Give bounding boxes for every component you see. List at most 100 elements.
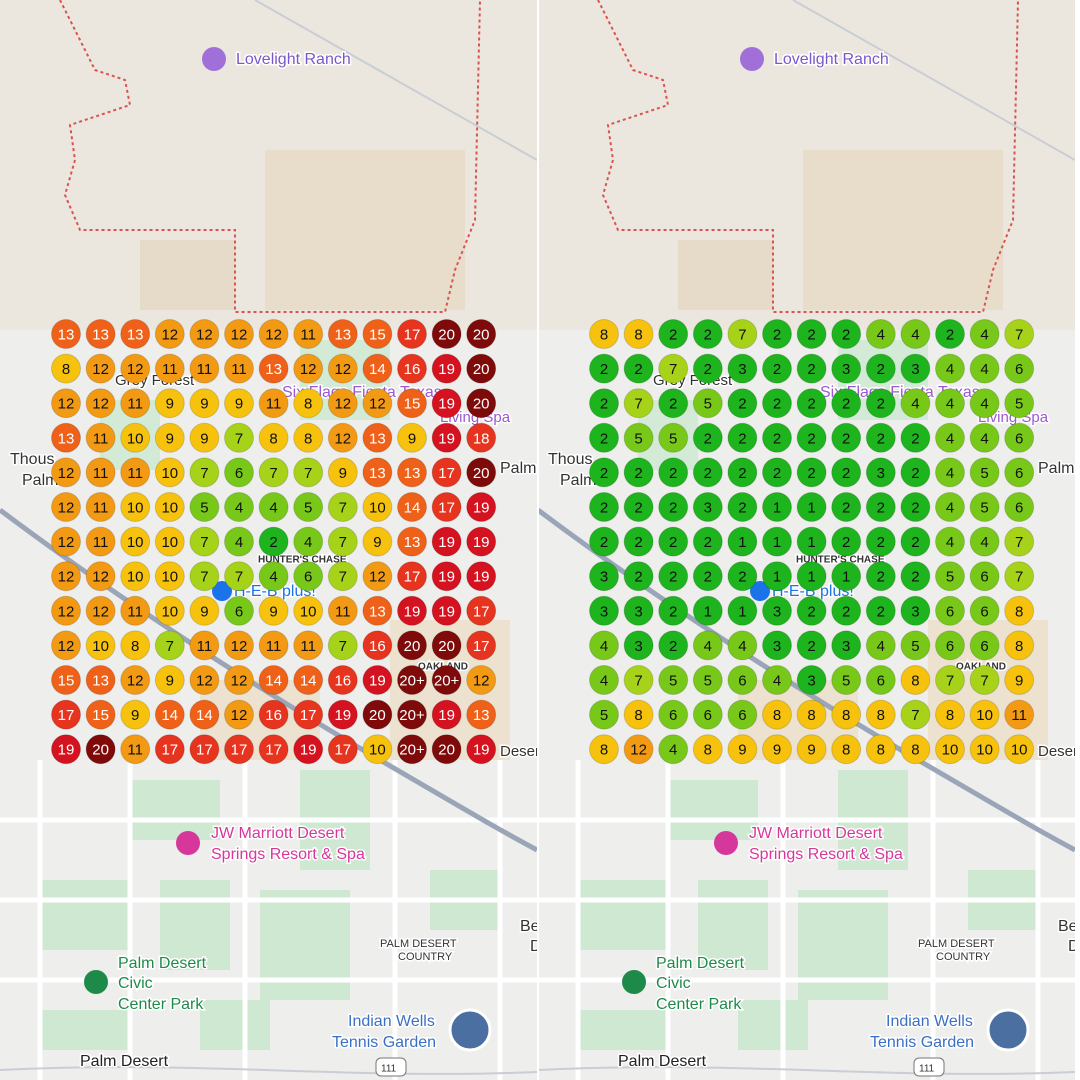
- rank-marker: [692, 561, 723, 592]
- rank-label: 2: [600, 500, 608, 517]
- rank-label: 12: [196, 327, 213, 344]
- rank-marker: [969, 699, 1000, 730]
- rank-label: 20: [92, 742, 109, 759]
- rank-label: 17: [438, 465, 455, 482]
- rank-marker: [154, 388, 185, 419]
- rank-label: 7: [339, 638, 347, 655]
- rank-label: 2: [704, 569, 712, 586]
- rank-label: 19: [369, 673, 386, 690]
- rank-label: 9: [200, 603, 208, 620]
- rank-label: 6: [304, 569, 312, 586]
- rank-marker: [935, 595, 965, 626]
- rank-label: 1: [842, 569, 850, 586]
- rank-marker: [431, 734, 462, 765]
- rank-label: 10: [300, 603, 317, 620]
- rank-marker: [589, 457, 619, 488]
- rank-marker: [85, 353, 116, 384]
- rank-marker: [431, 492, 462, 522]
- rank-marker: [796, 734, 827, 765]
- rank-marker: [727, 422, 758, 453]
- rank-label: 19: [473, 742, 490, 759]
- rank-marker: [224, 422, 254, 453]
- rank-label: 4: [877, 638, 885, 655]
- rank-marker: [51, 457, 81, 488]
- rank-label: 6: [738, 707, 746, 724]
- rank-label: 2: [877, 361, 885, 378]
- rank-label: 7: [269, 465, 277, 482]
- rank-marker: [362, 561, 393, 592]
- rank-marker: [397, 319, 427, 349]
- rank-marker: [831, 734, 862, 765]
- rank-marker: [189, 353, 220, 384]
- rank-marker: [431, 388, 462, 419]
- rank-marker: [362, 422, 393, 453]
- rank-label: 3: [600, 569, 608, 586]
- rank-marker: [865, 353, 896, 384]
- rank-label: 2: [877, 569, 885, 586]
- rank-marker: [831, 526, 862, 557]
- rank-marker: [865, 665, 896, 695]
- rank-marker: [796, 492, 827, 522]
- rank-marker: [831, 422, 862, 453]
- rank-label: 4: [704, 638, 712, 655]
- rank-label: 20+: [399, 742, 425, 759]
- rank-label: 13: [58, 430, 75, 447]
- rank-marker: [362, 699, 393, 730]
- map-label: COUNTRY: [936, 951, 991, 963]
- rank-label: 7: [339, 569, 347, 586]
- rank-marker: [397, 630, 427, 661]
- rank-marker: [224, 734, 254, 765]
- rank-label: 17: [473, 603, 490, 620]
- rank-label: 10: [127, 500, 144, 517]
- rank-label: 13: [127, 327, 144, 344]
- rank-marker: [900, 492, 931, 522]
- rank-marker: [327, 561, 358, 592]
- rank-marker: [762, 734, 792, 765]
- rank-label: 10: [161, 534, 178, 551]
- rank-marker: [865, 492, 896, 522]
- rank-marker: [397, 388, 427, 419]
- rank-marker: [623, 526, 654, 557]
- rank-marker: [293, 734, 324, 765]
- map-label: Civic: [118, 975, 153, 992]
- rank-label: 2: [600, 534, 608, 551]
- rank-marker: [258, 422, 289, 453]
- rank-label: 4: [738, 638, 746, 655]
- rank-label: 12: [369, 569, 386, 586]
- rank-marker: [658, 492, 689, 522]
- rank-label: 4: [600, 638, 608, 655]
- rank-marker: [120, 699, 151, 730]
- rank-label: 7: [1015, 569, 1023, 586]
- map-label: D: [1068, 938, 1080, 955]
- rank-label: 2: [807, 396, 815, 413]
- rank-marker: [293, 353, 324, 384]
- rank-marker: [658, 734, 689, 765]
- rank-label: 3: [600, 603, 608, 620]
- rank-marker: [623, 422, 654, 453]
- rank-label: 17: [231, 742, 248, 759]
- map-label: Indian Wells: [886, 1013, 973, 1030]
- rank-label: 6: [980, 638, 988, 655]
- rank-marker: [51, 353, 81, 384]
- rank-marker: [935, 353, 965, 384]
- rank-label: 7: [1015, 534, 1023, 551]
- rank-marker: [51, 526, 81, 557]
- rank-label: 5: [304, 500, 312, 517]
- map-label: PALM DESERT: [918, 938, 995, 950]
- rank-marker: [589, 630, 619, 661]
- rank-label: 20: [404, 638, 421, 655]
- rank-marker: [727, 630, 758, 661]
- rank-label: 2: [773, 327, 781, 344]
- rank-marker: [154, 630, 185, 661]
- rank-label: 2: [738, 569, 746, 586]
- map-label: 111: [381, 1064, 397, 1075]
- rank-marker: [154, 699, 185, 730]
- rank-marker: [900, 561, 931, 592]
- rank-label: 2: [600, 396, 608, 413]
- rank-marker: [831, 388, 862, 419]
- rank-marker: [831, 699, 862, 730]
- rank-label: 16: [369, 638, 386, 655]
- rank-label: 2: [704, 430, 712, 447]
- rank-marker: [935, 734, 965, 765]
